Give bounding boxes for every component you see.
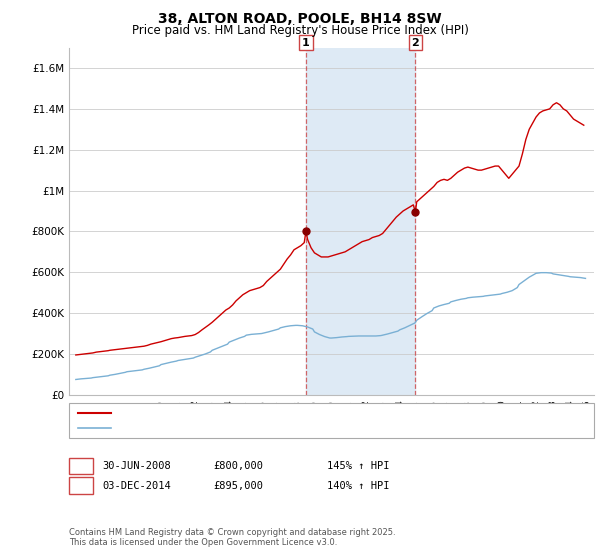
Text: 2: 2	[77, 480, 85, 491]
Text: 1: 1	[77, 461, 85, 471]
Text: 145% ↑ HPI: 145% ↑ HPI	[327, 461, 389, 471]
Text: 2: 2	[412, 38, 419, 48]
Text: 03-DEC-2014: 03-DEC-2014	[102, 480, 171, 491]
Text: Price paid vs. HM Land Registry's House Price Index (HPI): Price paid vs. HM Land Registry's House …	[131, 24, 469, 37]
Bar	[306, 48, 415, 395]
Text: £895,000: £895,000	[213, 480, 263, 491]
Text: Contains HM Land Registry data © Crown copyright and database right 2025.
This d: Contains HM Land Registry data © Crown c…	[69, 528, 395, 547]
Text: HPI: Average price, detached house, Bournemouth Christchurch and Poole: HPI: Average price, detached house, Bour…	[117, 423, 481, 433]
Text: £800,000: £800,000	[213, 461, 263, 471]
Text: 38, ALTON ROAD, POOLE, BH14 8SW: 38, ALTON ROAD, POOLE, BH14 8SW	[158, 12, 442, 26]
Text: 30-JUN-2008: 30-JUN-2008	[102, 461, 171, 471]
Text: 140% ↑ HPI: 140% ↑ HPI	[327, 480, 389, 491]
Text: 1: 1	[302, 38, 310, 48]
Text: 38, ALTON ROAD, POOLE, BH14 8SW (detached house): 38, ALTON ROAD, POOLE, BH14 8SW (detache…	[117, 408, 385, 418]
